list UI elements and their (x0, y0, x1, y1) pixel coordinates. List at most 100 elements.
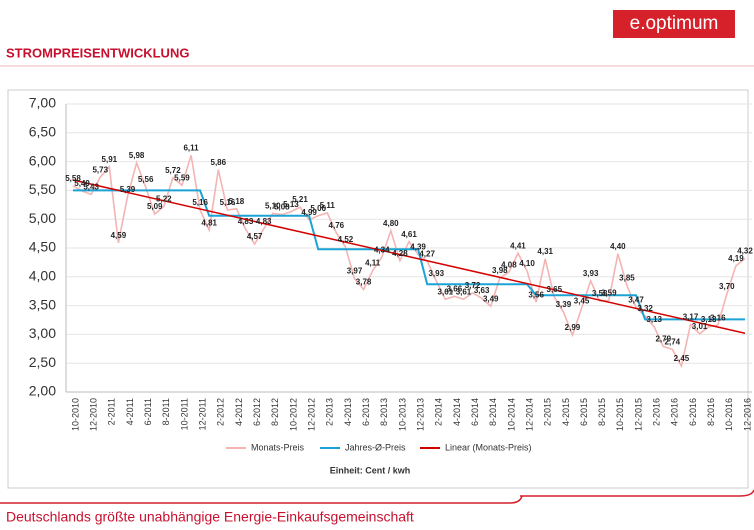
x-tick-label: 12-2011 (198, 398, 208, 430)
data-label: 4,52 (338, 235, 354, 244)
x-tick-label: 4-2013 (343, 398, 353, 426)
data-label: 5,39 (120, 185, 136, 194)
x-tick-label: 2-2016 (652, 398, 662, 426)
data-label: 5,73 (92, 165, 108, 174)
data-label: 5,72 (165, 166, 181, 175)
x-tick-label: 2-2011 (107, 398, 117, 425)
x-tick-label: 10-2012 (288, 398, 298, 431)
data-label: 3,01 (692, 322, 708, 331)
page-title: STROMPREISENTWICKLUNG (6, 45, 189, 60)
data-label: 3,39 (556, 300, 572, 309)
y-tick-label: 4,50 (29, 239, 56, 255)
data-label: 4,61 (401, 230, 417, 239)
x-tick-label: 12-2016 (742, 398, 752, 431)
y-tick-label: 5,50 (29, 181, 56, 197)
data-label: 4,39 (410, 242, 426, 251)
data-label: 5,91 (102, 155, 118, 164)
data-label: 4,34 (374, 245, 390, 254)
data-label: 4,40 (610, 242, 626, 251)
x-tick-label: 10-2016 (724, 398, 734, 431)
data-label: 3,70 (719, 282, 735, 291)
data-label: 4,57 (247, 232, 263, 241)
data-label: 4,10 (519, 259, 535, 268)
footer-rule (520, 489, 754, 497)
data-label: 3,32 (637, 304, 653, 313)
data-label: 4,28 (392, 249, 408, 258)
unit-note: Einheit: Cent / kwh (330, 465, 411, 475)
legend-label: Monats-Preis (251, 442, 305, 452)
x-tick-label: 6-2015 (579, 398, 589, 426)
data-label: 5,13 (283, 200, 299, 209)
x-tick-label: 12-2013 (415, 398, 425, 431)
series-line (72, 155, 746, 369)
data-label: 3,59 (601, 289, 617, 298)
x-tick-label: 4-2012 (234, 398, 244, 426)
data-label: 3,61 (438, 287, 454, 296)
series-line (73, 189, 745, 321)
data-label: 5,21 (292, 195, 308, 204)
data-label: 2,79 (655, 335, 671, 344)
data-label: 3,98 (492, 266, 508, 275)
data-label: 5,10 (265, 202, 281, 211)
x-tick-label: 2-2015 (543, 398, 553, 426)
legend-label: Jahres-Ø-Preis (345, 442, 406, 452)
data-label: 4,80 (383, 219, 399, 228)
data-label: 4,19 (728, 254, 744, 263)
data-label: 2,99 (565, 323, 581, 332)
x-tick-label: 6-2011 (143, 398, 153, 425)
x-tick-label: 12-2012 (306, 398, 316, 431)
data-label: 3,93 (428, 269, 444, 278)
x-tick-label: 4-2011 (125, 398, 135, 425)
data-label: 5,98 (129, 151, 145, 160)
x-tick-label: 8-2016 (706, 398, 716, 426)
y-tick-label: 7,00 (29, 95, 56, 111)
data-label: 5,22 (156, 195, 172, 204)
data-label: 5,08 (274, 203, 290, 212)
data-label: 3,78 (356, 278, 372, 287)
data-label: 6,11 (183, 143, 199, 152)
data-label: 3,49 (483, 294, 499, 303)
x-tick-label: 6-2012 (252, 398, 262, 426)
data-label: 3,47 (628, 295, 644, 304)
data-label: 5,56 (138, 175, 154, 184)
data-label: 4,27 (419, 249, 435, 258)
x-tick-label: 8-2012 (270, 398, 280, 426)
x-tick-label: 2-2013 (325, 398, 335, 426)
logo-box (613, 10, 735, 38)
x-tick-label: 2-2012 (216, 398, 226, 426)
x-tick-label: 8-2014 (488, 398, 498, 426)
data-label: 3,85 (619, 274, 635, 283)
x-tick-label: 10-2011 (179, 398, 189, 430)
x-tick-label: 10-2010 (70, 398, 80, 431)
x-tick-label: 8-2011 (161, 398, 171, 425)
data-label: 3,45 (574, 297, 590, 306)
x-tick-label: 4-2016 (670, 398, 680, 426)
data-label: 4,31 (537, 247, 553, 256)
data-label: 5,11 (320, 201, 336, 210)
y-tick-label: 2,50 (29, 354, 56, 370)
data-label: 3,97 (347, 267, 363, 276)
data-label: 3,93 (583, 269, 599, 278)
y-tick-label: 4,00 (29, 268, 56, 284)
data-label: 3,58 (592, 289, 608, 298)
y-tick-label: 5,00 (29, 210, 56, 226)
x-tick-label: 4-2014 (452, 398, 462, 426)
data-label: 4,59 (111, 231, 127, 240)
data-label: 4,08 (501, 260, 517, 269)
data-label: 3,16 (710, 313, 726, 322)
chart-frame (7, 89, 749, 489)
data-label: 4,76 (329, 221, 345, 230)
data-label: 5,16 (192, 198, 208, 207)
x-tick-label: 12-2010 (89, 398, 99, 431)
data-label: 3,66 (447, 284, 463, 293)
data-label: 3,13 (701, 315, 717, 324)
x-tick-label: 4-2015 (561, 398, 571, 426)
x-tick-label: 10-2013 (397, 398, 407, 431)
x-tick-label: 12-2015 (633, 398, 643, 431)
data-label: 5,18 (229, 197, 245, 206)
x-tick-label: 10-2015 (615, 398, 625, 431)
data-label: 5,86 (211, 158, 227, 167)
x-tick-label: 10-2014 (506, 398, 516, 431)
x-tick-label: 6-2016 (688, 398, 698, 426)
